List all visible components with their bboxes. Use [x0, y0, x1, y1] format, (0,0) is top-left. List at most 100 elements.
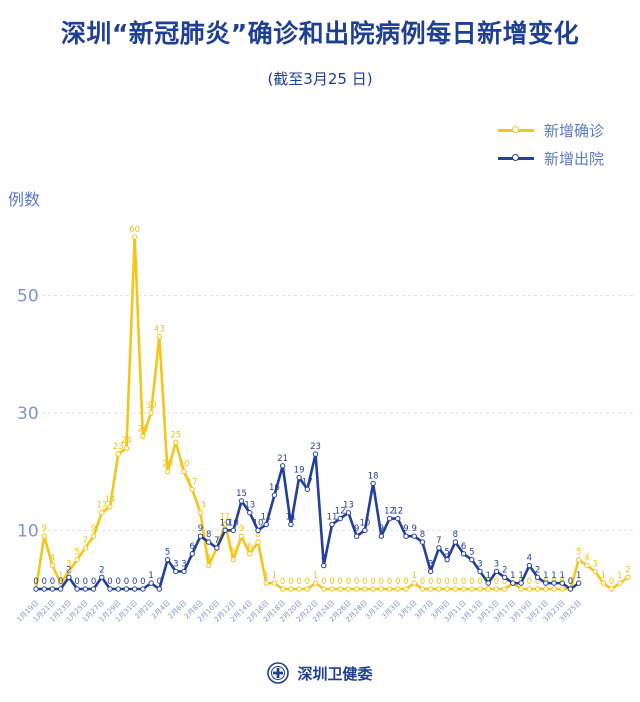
data-label: 0: [74, 577, 79, 587]
data-label: 4: [206, 554, 211, 564]
data-label: 5: [165, 548, 170, 558]
legend-item-confirmed[interactable]: 新增确诊: [498, 116, 604, 144]
data-label: 0: [535, 577, 540, 587]
data-label: 1: [58, 571, 63, 581]
data-point: [312, 451, 319, 457]
data-label: 0: [494, 577, 499, 587]
data-point: [296, 474, 302, 481]
data-point: [222, 527, 228, 534]
data-point: [123, 445, 130, 451]
data-label: 9: [403, 524, 408, 534]
data-label: 0: [58, 577, 63, 587]
data-label: 10: [359, 518, 370, 528]
data-point: [329, 586, 335, 592]
data-point: [107, 586, 113, 592]
data-point: [370, 586, 376, 592]
data-label: 0: [436, 577, 441, 587]
data-label: 0: [116, 577, 121, 587]
data-point: [205, 539, 212, 545]
data-point: [41, 586, 47, 592]
data-label: 2: [99, 565, 104, 575]
data-label: 11: [285, 512, 296, 522]
data-label: 0: [132, 577, 137, 587]
data-label: 6: [461, 542, 466, 552]
data-label: 3: [477, 559, 482, 569]
data-label: 1: [148, 571, 153, 581]
data-point: [288, 586, 294, 592]
data-label: 4: [50, 554, 55, 564]
data-label: 0: [346, 577, 351, 587]
data-point: [493, 586, 500, 592]
data-label: 1: [543, 571, 548, 581]
data-label: 5: [469, 548, 474, 558]
data-label: 5: [231, 548, 236, 558]
data-label: 0: [362, 577, 367, 587]
data-label: 13: [343, 501, 354, 511]
y-axis-label: 例数: [8, 190, 41, 209]
legend-item-discharged[interactable]: 新增出院: [498, 144, 604, 172]
data-label: 3: [592, 559, 597, 569]
data-point: [304, 486, 311, 492]
data-point: [427, 568, 434, 575]
legend-swatch-confirmed: [498, 125, 534, 133]
data-point: [575, 556, 582, 563]
data-point: [66, 574, 72, 580]
data-point: [279, 463, 286, 469]
data-label: 8: [453, 530, 458, 540]
data-label: 0: [305, 577, 310, 587]
data-label: 12: [384, 507, 395, 517]
data-label: 0: [107, 577, 112, 587]
data-point: [255, 527, 261, 534]
data-point: [263, 580, 269, 586]
data-label: 13: [244, 501, 255, 511]
data-label: 1: [617, 571, 622, 581]
data-label: 60: [129, 225, 140, 235]
data-label: 14: [105, 495, 116, 505]
data-label: 5: [74, 548, 79, 558]
data-point: [99, 510, 105, 516]
data-point: [469, 556, 475, 563]
data-point: [148, 410, 154, 416]
data-point: [501, 574, 508, 580]
line-chart: 1030501月19日1月21日1月23日1月25日1月27日1月29日1月31…: [15, 225, 636, 624]
data-point: [238, 533, 245, 539]
data-point: [66, 568, 72, 575]
data-label: 9: [91, 524, 96, 534]
data-label: 30: [146, 401, 157, 411]
data-point: [403, 586, 409, 592]
data-label: 26: [137, 424, 148, 434]
data-label: 1: [264, 571, 269, 581]
data-label: 0: [296, 577, 301, 587]
y-tick-label: 10: [17, 521, 39, 541]
data-point: [115, 586, 121, 592]
data-point: [526, 562, 533, 569]
data-point: [337, 586, 343, 592]
data-point: [90, 533, 97, 539]
data-label: 9: [42, 524, 47, 534]
data-label: 10: [220, 518, 231, 528]
data-label: 0: [403, 577, 408, 587]
data-label: 0: [157, 577, 162, 587]
data-point: [345, 586, 352, 592]
data-label: 7: [436, 536, 441, 546]
data-label: 0: [395, 577, 400, 587]
data-point: [57, 580, 64, 586]
data-label: 1: [551, 571, 556, 581]
data-point: [288, 521, 294, 528]
data-point: [279, 586, 286, 592]
data-label: 9: [354, 524, 359, 534]
data-label: 0: [527, 577, 532, 587]
data-label: 1: [510, 571, 515, 581]
data-point: [156, 586, 163, 592]
data-point: [584, 562, 590, 569]
data-label: 3: [494, 559, 499, 569]
data-label: 7: [214, 536, 219, 546]
data-point: [518, 580, 524, 586]
data-label: 0: [453, 577, 458, 587]
data-point: [189, 486, 195, 492]
data-label: 0: [469, 577, 474, 587]
data-point: [41, 533, 47, 539]
data-label: 7: [214, 536, 219, 546]
data-point: [82, 586, 89, 592]
